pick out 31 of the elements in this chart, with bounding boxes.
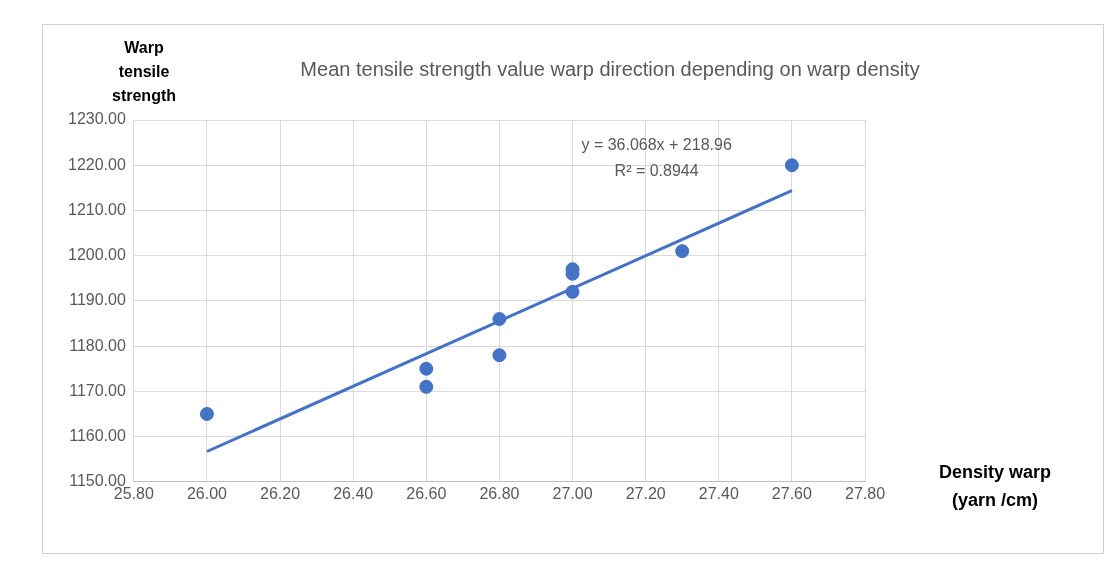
point (784, 158, 799, 173)
point (419, 379, 434, 394)
y-axis-title: Warp tensile strength (111, 38, 177, 106)
x-tick-label: 27.00 (552, 484, 593, 502)
annotation: R² = 0.8944 (614, 162, 699, 180)
x-tick-label: 27.60 (771, 484, 812, 502)
point (419, 361, 434, 376)
y-tick-label: 1190.00 (69, 291, 126, 309)
x-tick-label: 26.20 (260, 484, 301, 502)
x-tick-label: 26.00 (186, 484, 228, 502)
x-axis-title: Density warp (yarn /cm) (937, 461, 1052, 512)
y-tick-label: 1170.00 (69, 381, 126, 399)
x-tick-label: 27.80 (844, 484, 886, 502)
point (492, 348, 507, 363)
y-tick-label: 1230.00 (67, 110, 126, 128)
y-tick-label: 1220.00 (67, 155, 126, 173)
y-tick-label: 1180.00 (69, 336, 126, 354)
point (565, 284, 580, 299)
x-tick-label: 26.40 (333, 484, 374, 502)
y-tick-label: 1160.00 (69, 426, 126, 444)
x-tick-label: 27.20 (625, 484, 666, 502)
point (675, 244, 690, 259)
point (492, 311, 507, 326)
x-tick-label: 26.60 (406, 484, 447, 502)
chart-title: Mean tensile strength value warp direction depending on warp density (299, 58, 921, 81)
y-tick-label: 1200.00 (67, 246, 126, 264)
y-tick-label: 1210.00 (67, 200, 126, 218)
x-tick-label: 27.40 (698, 484, 739, 502)
point (199, 406, 214, 421)
annotation: y = 36.068x + 218.96 (581, 136, 732, 154)
x-tick-label: 26.80 (479, 484, 520, 502)
